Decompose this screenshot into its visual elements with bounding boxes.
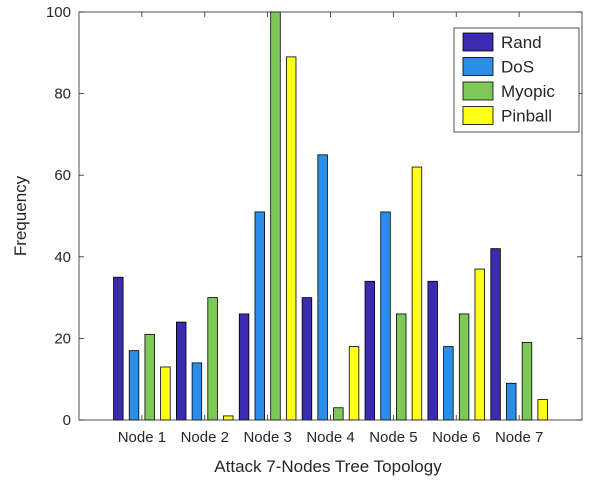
- x-tick-label: Node 2: [181, 429, 229, 446]
- bar-dos-1: [128, 350, 140, 421]
- bar-dos-3: [254, 211, 265, 421]
- plot-area: [113, 11, 548, 421]
- y-tick-label: 20: [54, 330, 71, 347]
- x-tick-label: Node 3: [243, 429, 291, 446]
- y-tick-label: 100: [46, 4, 71, 21]
- bar-myopic-1: [144, 333, 155, 421]
- bar-myopic-3: [270, 11, 281, 421]
- y-tick-label: 60: [54, 167, 71, 184]
- x-tick-label: Node 5: [369, 429, 417, 446]
- y-axis-label: Frequency: [11, 175, 30, 256]
- y-tick-label: 0: [63, 412, 71, 429]
- x-tick-label: Node 1: [118, 429, 166, 446]
- legend: Rand DoS Myopic Pinball: [453, 27, 580, 133]
- x-tick-label: Node 7: [495, 429, 543, 446]
- x-axis-label: Attack 7-Nodes Tree Topology: [214, 457, 442, 476]
- legend-label-rand: Rand: [501, 33, 542, 52]
- bar-rand-6: [427, 280, 438, 421]
- bar-pinball-2: [223, 415, 234, 421]
- x-tick-label: Node 6: [432, 429, 480, 446]
- bar-pinball-6: [474, 268, 486, 421]
- bar-dos-6: [443, 346, 454, 421]
- legend-swatch-myopic: [462, 81, 494, 101]
- bar-dos-7: [506, 382, 517, 421]
- bar-myopic-7: [521, 342, 533, 421]
- legend-label-pinball: Pinball: [501, 107, 552, 126]
- legend-label-dos: DoS: [501, 58, 534, 77]
- y-tick-label: 80: [54, 86, 71, 103]
- bar-rand-1: [113, 276, 124, 421]
- legend-label-myopic: Myopic: [501, 82, 555, 101]
- bar-pinball-3: [285, 56, 297, 421]
- bar-pinball-7: [537, 399, 548, 421]
- legend-swatch-pinball: [462, 106, 494, 125]
- bar-pinball-5: [411, 166, 423, 421]
- bar-rand-2: [175, 321, 187, 421]
- bar-rand-7: [490, 248, 501, 421]
- bar-myopic-6: [458, 313, 470, 421]
- x-tick-label: Node 4: [306, 429, 354, 446]
- bar-myopic-2: [207, 297, 218, 421]
- legend-swatch-rand: [462, 32, 494, 52]
- legend-swatch-dos: [462, 57, 494, 76]
- bar-pinball-1: [160, 366, 171, 421]
- axes: 0 20 40 60 80 100 Node 1 Node 2 Node 3 Node 4 Node…: [46, 4, 583, 446]
- bar-rand-3: [238, 313, 250, 421]
- bar-pinball-4: [348, 346, 360, 421]
- bar-rand-5: [364, 280, 376, 421]
- bar-myopic-5: [396, 313, 407, 421]
- bar-dos-4: [317, 154, 328, 421]
- bar-dos-5: [380, 211, 391, 421]
- y-tick-label: 40: [54, 249, 71, 266]
- bar-myopic-4: [333, 407, 344, 421]
- bar-dos-2: [191, 362, 203, 421]
- bar-rand-4: [301, 297, 313, 421]
